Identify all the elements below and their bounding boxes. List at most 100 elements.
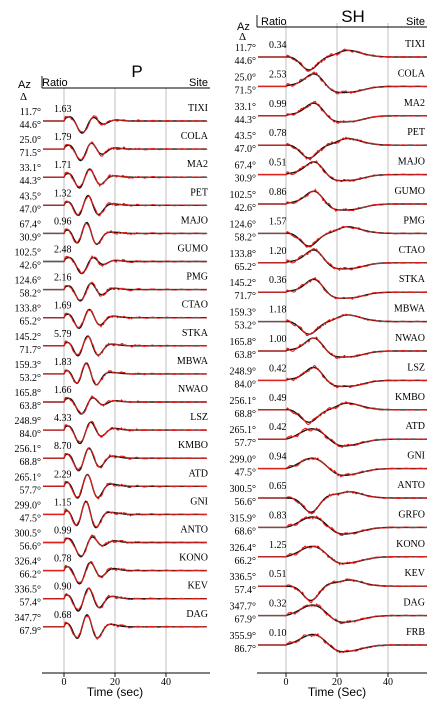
sh-station-row: 355.9° 86.7° 0.10 FRB	[230, 627, 428, 655]
sh-x-axis-label: Time (Sec)	[308, 685, 366, 699]
sh-station-site: COLA	[398, 68, 426, 79]
sh-station-ratio: 1.20	[269, 246, 287, 257]
sh-station-delta: 30.9°	[235, 174, 257, 185]
p-station-az: 300.5°	[15, 529, 42, 540]
p-station-row: 336.5° 57.4° 0.90 KEV	[15, 581, 209, 612]
p-observed-trace	[43, 587, 207, 610]
sh-observed-trace	[258, 578, 428, 604]
sh-station-ratio: 1.57	[269, 216, 287, 227]
p-station-az: 299.0°	[15, 500, 42, 511]
p-station-ratio: 1.15	[54, 497, 72, 508]
sh-station-delta: 71.7°	[235, 291, 257, 302]
p-station-row: 33.1° 44.3° 1.71 MA2	[20, 159, 208, 189]
sh-observed-trace	[258, 100, 428, 124]
p-observed-trace	[43, 534, 207, 557]
sh-station-az: 33.1°	[235, 102, 257, 113]
p-observed-trace	[43, 115, 208, 133]
sh-station-az: 355.9°	[230, 631, 257, 642]
sh-station-delta: 66.2°	[235, 556, 257, 567]
sh-station-az: 336.5°	[230, 572, 257, 583]
sh-station-delta: 68.6°	[235, 526, 257, 537]
p-delta-header: Δ	[20, 91, 27, 103]
p-observed-trace	[43, 336, 207, 358]
p-station-delta: 57.7°	[20, 485, 42, 496]
sh-synthetic-trace	[258, 402, 427, 424]
sh-station-ratio: 0.42	[269, 422, 287, 433]
sh-station-site: LSZ	[407, 362, 425, 373]
p-station-delta: 30.9°	[20, 232, 42, 243]
p-station-delta: 56.6°	[20, 542, 42, 553]
sh-station-delta: 84.0°	[235, 379, 257, 390]
sh-panel-title: SH	[341, 7, 365, 26]
p-station-ratio: 1.83	[54, 357, 72, 368]
p-station-az: 256.1°	[15, 444, 42, 455]
p-station-ratio: 2.29	[54, 469, 72, 480]
sh-station-delta: 57.4°	[235, 585, 257, 596]
sh-observed-trace	[258, 457, 428, 478]
sh-station-row: 299.0° 47.5° 0.94 GNI	[230, 451, 428, 479]
sh-station-delta: 47.5°	[235, 468, 257, 479]
sh-observed-trace	[258, 545, 428, 566]
p-station-site: ANTO	[180, 525, 208, 536]
sh-station-site: ATD	[406, 421, 425, 432]
sh-x-tick-label: 40	[383, 677, 393, 688]
sh-station-site: MAJO	[398, 157, 425, 168]
p-station-delta: 71.7°	[20, 345, 42, 356]
p-station-ratio: 1.79	[54, 132, 72, 143]
p-observed-trace	[43, 141, 208, 161]
sh-observed-trace	[258, 48, 428, 72]
sh-synthetic-trace	[258, 225, 427, 247]
sh-station-ratio: 0.34	[269, 40, 287, 51]
p-station-ratio: 0.96	[54, 216, 72, 227]
sh-synthetic-trace	[258, 579, 427, 602]
sh-observed-trace	[258, 427, 428, 448]
sh-observed-trace	[258, 188, 428, 212]
sh-station-az: 347.7°	[230, 602, 257, 613]
sh-station-row: 256.1° 68.8° 0.49 KMBO	[230, 392, 428, 425]
p-synthetic-trace	[43, 561, 207, 585]
p-station-delta: 66.2°	[20, 570, 42, 581]
p-observed-trace	[43, 395, 207, 415]
p-observed-trace	[43, 560, 207, 584]
p-station-delta: 68.8°	[20, 457, 42, 468]
p-station-ratio: 4.33	[54, 413, 72, 424]
sh-station-az: 326.4°	[230, 543, 257, 554]
p-station-az: 133.8°	[15, 304, 42, 315]
p-station-delta: 42.6°	[20, 261, 42, 272]
p-station-delta: 71.5°	[20, 148, 42, 159]
p-az-header: Az	[18, 79, 31, 91]
p-station-ratio: 0.99	[54, 526, 72, 537]
p-observed-trace	[43, 501, 207, 529]
sh-station-delta: 58.2°	[235, 232, 257, 243]
p-station-site: TIXI	[188, 103, 208, 114]
p-station-az: 43.5°	[20, 191, 42, 202]
p-x-tick-label: 0	[62, 677, 67, 688]
sh-delta-header: Δ	[239, 31, 246, 43]
p-observed-trace	[43, 615, 207, 641]
p-station-row: 326.4° 66.2° 0.78 KONO	[15, 553, 208, 585]
p-station-delta: 58.2°	[20, 289, 42, 300]
sh-station-ratio: 0.83	[269, 510, 287, 521]
sh-station-az: 11.7°	[235, 43, 256, 54]
p-station-row: 67.4° 30.9° 0.96 MAJO	[20, 215, 208, 245]
sh-station-az: 256.1°	[230, 396, 257, 407]
sh-station-site: STKA	[399, 274, 426, 285]
p-station-ratio: 1.32	[54, 188, 72, 199]
sh-station-row: 326.4° 66.2° 1.25 KONO	[230, 539, 428, 567]
sh-station-az: 300.5°	[230, 484, 257, 495]
p-station-az: 67.4°	[20, 219, 42, 230]
sh-station-ratio: 2.53	[269, 69, 287, 80]
p-station-az: 11.7°	[20, 107, 41, 118]
p-synthetic-trace	[43, 308, 207, 330]
sh-station-site: FRB	[406, 627, 425, 638]
sh-station-delta: 65.2°	[235, 262, 257, 273]
p-station-delta: 65.2°	[20, 317, 42, 328]
p-station-site: MAJO	[181, 215, 208, 226]
sh-station-ratio: 0.65	[269, 481, 287, 492]
p-station-row: 265.1° 57.7° 2.29 ATD	[15, 468, 208, 500]
p-station-delta: 84.0°	[20, 429, 42, 440]
sh-station-az: 265.1°	[230, 425, 257, 436]
p-station-site: MBWA	[177, 356, 209, 367]
sh-station-row: 133.8° 65.2° 1.20 CTAO	[230, 245, 428, 273]
